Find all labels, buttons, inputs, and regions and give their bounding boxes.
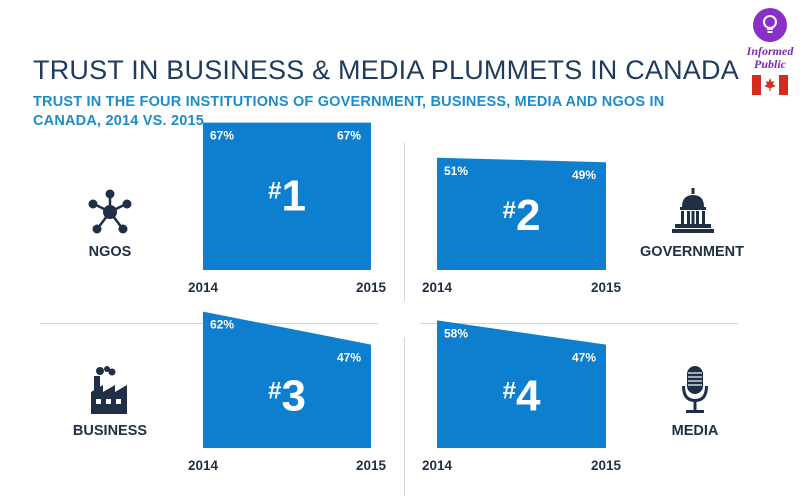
area-business (203, 311, 371, 448)
area-government (437, 157, 606, 270)
logo-text-line1: Informed (746, 44, 794, 58)
value-label-government-2015: 49% (572, 168, 596, 182)
canada-flag-icon (752, 75, 788, 95)
value-label-business-2014: 62% (210, 318, 234, 332)
value-label-media-2014: 58% (444, 326, 468, 340)
logo-text: Informed Public (735, 45, 805, 71)
label-business: BUSINESS (72, 423, 148, 439)
divider-horizontal-right (420, 323, 738, 324)
tick-label-media-right: 2015 (591, 458, 622, 473)
value-label-government-2014: 51% (444, 164, 468, 178)
tick-label-government-right: 2015 (591, 280, 622, 295)
informed-public-logo: Informed Public (735, 8, 805, 95)
value-label-media-2015: 47% (572, 351, 596, 365)
network-icon (88, 189, 132, 234)
tick-label-business-right: 2015 (356, 458, 387, 473)
area-media (437, 320, 606, 448)
microphone-icon (682, 366, 708, 413)
tick-label-government-left: 2014 (422, 280, 453, 295)
area-ngos (203, 122, 371, 270)
label-media: MEDIA (671, 423, 719, 439)
tick-label-media-left: 2014 (422, 458, 453, 473)
value-label-business-2015: 47% (337, 351, 361, 365)
value-label-ngos-2015: 67% (337, 129, 361, 143)
page-subtitle: TRUST IN THE FOUR INSTITUTIONS OF GOVERN… (33, 94, 665, 129)
tick-label-ngos-left: 2014 (188, 280, 219, 295)
rank-label-business: #3 (268, 371, 306, 420)
divider-vertical-top (404, 143, 405, 301)
tick-label-business-left: 2014 (188, 458, 219, 473)
value-label-ngos-2014: 67% (210, 129, 234, 143)
rank-label-government: #2 (503, 191, 541, 240)
label-ngos: NGOS (88, 244, 132, 260)
label-government: GOVERNMENT (640, 244, 744, 260)
logo-text-line2: Public (754, 57, 786, 71)
capitol-icon (672, 188, 714, 233)
divider-vertical-bottom (404, 338, 405, 496)
factory-icon (91, 366, 127, 414)
rank-label-media: #4 (503, 371, 541, 420)
lightbulb-icon (753, 8, 787, 42)
page-title: TRUST IN BUSINESS & MEDIA PLUMMETS IN CA… (33, 55, 739, 85)
rank-label-ngos: #1 (268, 171, 306, 220)
tick-label-ngos-right: 2015 (356, 280, 387, 295)
